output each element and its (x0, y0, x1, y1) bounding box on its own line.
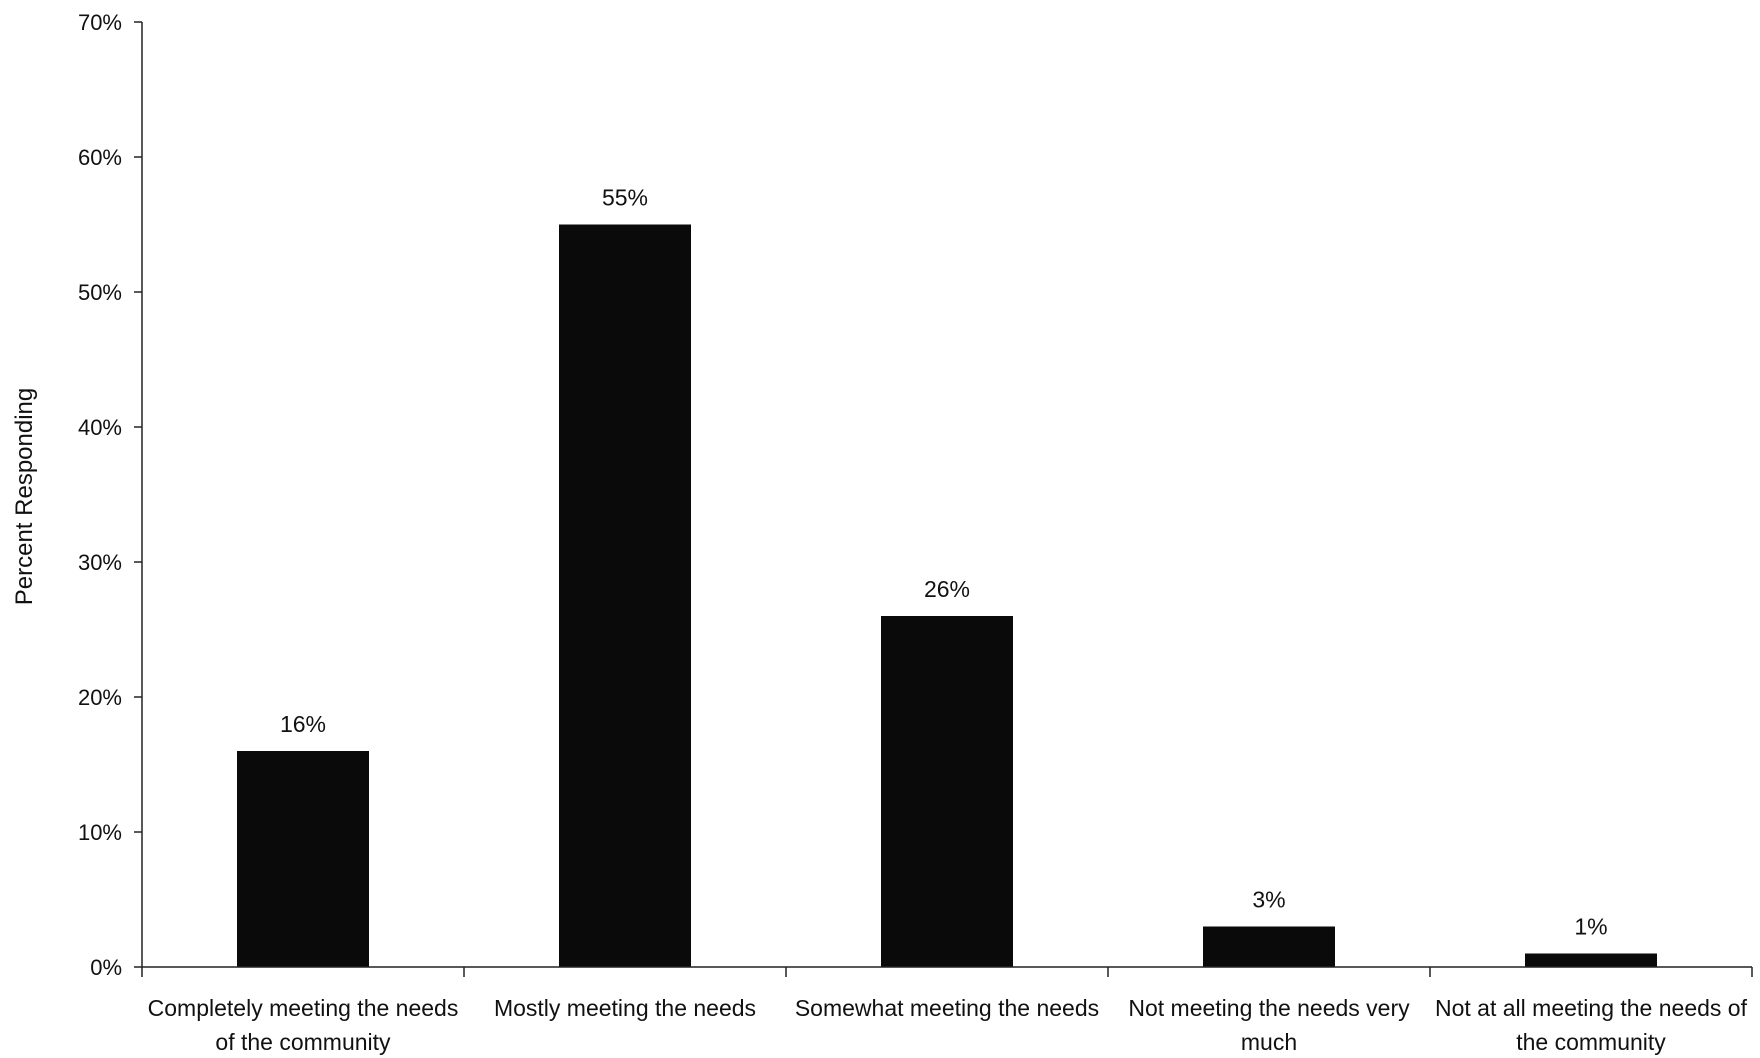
bar (237, 751, 369, 967)
bar-value-label: 16% (280, 711, 326, 737)
category-label: Not meeting the needs very much (1128, 995, 1410, 1055)
y-tick-label: 70% (78, 10, 122, 35)
bar-value-label: 26% (924, 576, 970, 602)
value-labels: 16% 55% 26% 3% 1% (280, 185, 1608, 940)
y-tick-label: 0% (90, 955, 122, 980)
bar (559, 224, 691, 967)
y-tick-label: 30% (78, 550, 122, 575)
category-label: Not at all meeting the needs of the commu… (1435, 995, 1748, 1055)
category-label: Somewhat meeting the needs (795, 995, 1099, 1021)
bar-value-label: 3% (1252, 887, 1285, 913)
category-labels: Completely meeting the needs of the commu… (148, 995, 1748, 1055)
bar (881, 616, 1013, 967)
category-label: Mostly meeting the needs (494, 995, 756, 1021)
bar (1525, 953, 1657, 967)
y-tick-label: 60% (78, 145, 122, 170)
bar (1203, 926, 1335, 967)
y-tick-label: 50% (78, 280, 122, 305)
bar-value-label: 1% (1574, 914, 1607, 940)
bar-value-label: 55% (602, 185, 648, 211)
y-tick-label: 20% (78, 685, 122, 710)
category-label: Completely meeting the needs of the commu… (148, 995, 459, 1055)
y-axis-label: Percent Responding (11, 388, 38, 605)
y-tick-label: 40% (78, 415, 122, 440)
y-axis-ticks: 0% 10% 20% 30% 40% 50% 60% 70% (78, 10, 1753, 980)
y-tick-label: 10% (78, 820, 122, 845)
bars (237, 224, 1657, 967)
